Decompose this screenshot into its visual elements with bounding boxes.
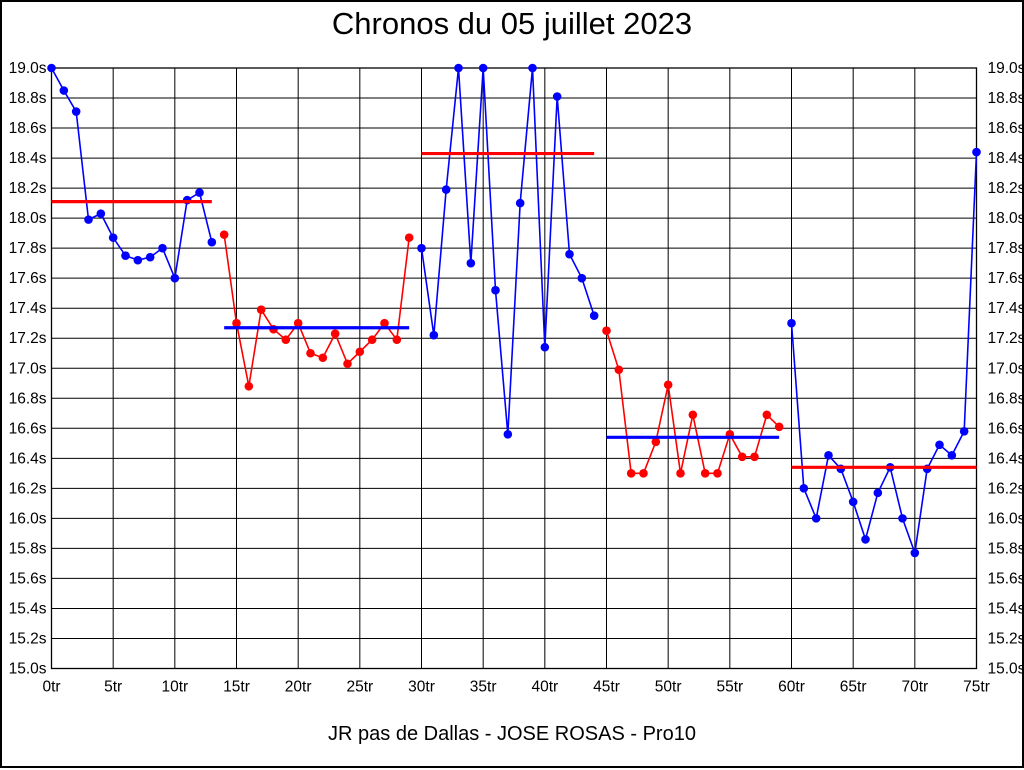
svg-text:16.2s: 16.2s (9, 480, 47, 497)
svg-text:15tr: 15tr (223, 679, 250, 696)
svg-text:18.8s: 18.8s (988, 90, 1024, 107)
svg-text:17.8s: 17.8s (9, 240, 47, 257)
svg-text:15.0s: 15.0s (9, 661, 47, 678)
svg-text:16.0s: 16.0s (9, 510, 47, 527)
svg-text:16.8s: 16.8s (988, 390, 1024, 407)
svg-text:15.4s: 15.4s (988, 600, 1024, 617)
svg-text:16.8s: 16.8s (9, 390, 47, 407)
svg-text:0tr: 0tr (42, 679, 60, 696)
svg-text:17.0s: 17.0s (9, 360, 47, 377)
svg-text:70tr: 70tr (901, 679, 928, 696)
svg-text:18.6s: 18.6s (988, 120, 1024, 137)
svg-text:15.2s: 15.2s (9, 630, 47, 647)
svg-text:17.0s: 17.0s (988, 360, 1024, 377)
svg-text:16.2s: 16.2s (988, 480, 1024, 497)
svg-text:15.0s: 15.0s (988, 661, 1024, 678)
svg-text:17.2s: 17.2s (988, 330, 1024, 347)
svg-text:65tr: 65tr (840, 679, 867, 696)
svg-text:17.4s: 17.4s (988, 300, 1024, 317)
svg-text:18.0s: 18.0s (988, 210, 1024, 227)
svg-text:20tr: 20tr (285, 679, 312, 696)
svg-text:18.8s: 18.8s (9, 90, 47, 107)
svg-text:17.8s: 17.8s (988, 240, 1024, 257)
svg-text:18.6s: 18.6s (9, 120, 47, 137)
svg-text:17.6s: 17.6s (988, 270, 1024, 287)
svg-text:35tr: 35tr (470, 679, 497, 696)
svg-text:17.4s: 17.4s (9, 300, 47, 317)
svg-text:60tr: 60tr (778, 679, 805, 696)
svg-text:19.0s: 19.0s (988, 60, 1024, 77)
svg-text:40tr: 40tr (531, 679, 558, 696)
svg-text:18.4s: 18.4s (9, 150, 47, 167)
svg-text:16.4s: 16.4s (988, 450, 1024, 467)
svg-text:18.0s: 18.0s (9, 210, 47, 227)
svg-text:15.8s: 15.8s (9, 540, 47, 557)
svg-text:16.4s: 16.4s (9, 450, 47, 467)
svg-text:15.8s: 15.8s (988, 540, 1024, 557)
svg-text:5tr: 5tr (104, 679, 122, 696)
svg-text:50tr: 50tr (655, 679, 682, 696)
svg-text:30tr: 30tr (408, 679, 435, 696)
svg-text:19.0s: 19.0s (9, 60, 47, 77)
svg-text:16.6s: 16.6s (9, 420, 47, 437)
svg-text:15.4s: 15.4s (9, 600, 47, 617)
svg-text:25tr: 25tr (346, 679, 373, 696)
svg-text:10tr: 10tr (161, 679, 188, 696)
svg-text:15.2s: 15.2s (988, 630, 1024, 647)
svg-text:15.6s: 15.6s (9, 570, 47, 587)
svg-text:18.4s: 18.4s (988, 150, 1024, 167)
svg-text:15.6s: 15.6s (988, 570, 1024, 587)
svg-text:75tr: 75tr (963, 679, 990, 696)
svg-text:55tr: 55tr (716, 679, 743, 696)
svg-text:16.6s: 16.6s (988, 420, 1024, 437)
svg-text:18.2s: 18.2s (9, 180, 47, 197)
svg-text:17.6s: 17.6s (9, 270, 47, 287)
svg-text:17.2s: 17.2s (9, 330, 47, 347)
svg-text:18.2s: 18.2s (988, 180, 1024, 197)
svg-text:45tr: 45tr (593, 679, 620, 696)
svg-text:16.0s: 16.0s (988, 510, 1024, 527)
